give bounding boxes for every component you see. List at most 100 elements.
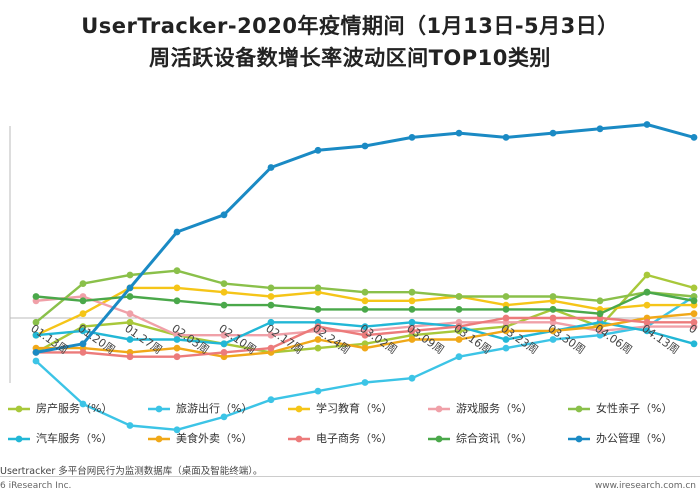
series-1-point-3 (173, 426, 181, 434)
series-5-point-1 (79, 327, 87, 335)
series-5-point-10 (502, 336, 510, 343)
series-1-point-1 (79, 400, 87, 408)
legend-swatch-icon (428, 405, 450, 413)
legend-label: 汽车服务（%） (36, 432, 113, 445)
series-1-point-11 (549, 336, 557, 343)
series-4-point-0 (32, 318, 40, 326)
legend-swatch-icon (428, 435, 450, 443)
footer-url: www.iresearch.com.cn (594, 481, 696, 491)
series-9-point-3 (173, 228, 181, 236)
series-8-point-13 (643, 288, 651, 296)
series-2-point-1 (79, 310, 87, 318)
series-8-point-2 (126, 293, 134, 300)
legend-swatch-icon (148, 435, 170, 443)
series-5-point-3 (173, 336, 181, 343)
series-1-point-5 (267, 396, 275, 404)
series-8-point-8 (408, 306, 416, 313)
series-4-point-9 (455, 293, 463, 300)
series-7-point-9 (455, 323, 463, 330)
series-9-point-4 (220, 211, 228, 219)
series-5-point-14 (690, 340, 698, 348)
source-note: Usertracker 多平台网民行为监测数据库（桌面及智能终端）。 (0, 466, 263, 477)
series-7-point-2 (126, 353, 134, 361)
series-8-point-12 (596, 310, 604, 318)
series-4-point-3 (173, 267, 181, 275)
series-4-point-2 (126, 271, 134, 279)
series-4-point-5 (267, 284, 275, 292)
series-5-point-0 (32, 331, 40, 339)
series-1-point-6 (314, 387, 322, 395)
series-6-point-10 (502, 327, 510, 335)
legend-label: 旅游出行（%） (176, 402, 253, 415)
series-3-point-2 (126, 310, 134, 318)
legend-label: 游戏服务（%） (456, 402, 533, 415)
legend-label: 女性亲子（%） (596, 402, 673, 415)
legend-swatch-icon (568, 405, 590, 413)
series-0-point-6 (314, 344, 322, 352)
series-5-point-13 (643, 327, 651, 335)
series-0-point-14 (690, 284, 698, 292)
series-9-point-5 (267, 164, 275, 171)
legend-swatch-icon (568, 435, 590, 443)
series-8-point-4 (220, 301, 228, 309)
series-2-point-8 (408, 297, 416, 305)
series-9-point-0 (32, 349, 40, 356)
legend-label: 房产服务（%） (36, 402, 113, 415)
series-8-point-10 (502, 306, 510, 313)
legend-item-9: 办公管理（%） (568, 430, 672, 446)
series-1-point-9 (455, 353, 463, 361)
series-5-point-2 (126, 336, 134, 343)
series-4-point-11 (549, 293, 557, 300)
series-9-point-7 (361, 142, 369, 150)
legend-item-6: 美食外卖（%） (148, 430, 252, 446)
series-9-point-14 (690, 134, 698, 141)
series-2-point-5 (267, 293, 275, 300)
legend-label: 综合资讯（%） (456, 432, 533, 445)
series-3-point-4 (220, 331, 228, 339)
series-6-point-7 (361, 344, 369, 352)
series-7-point-3 (173, 353, 181, 361)
series-7-point-11 (549, 314, 557, 322)
series-1-point-0 (32, 357, 40, 365)
footer-divider (0, 476, 700, 477)
series-6-point-3 (173, 344, 181, 352)
legend-swatch-icon (288, 435, 310, 443)
series-4-point-4 (220, 280, 228, 287)
series-8-point-11 (549, 306, 557, 313)
series-7-point-7 (361, 331, 369, 339)
chart-title-line2: 周活跃设备数增长率波动区间TOP10类别 (149, 46, 551, 70)
series-0-point-2 (126, 318, 134, 326)
series-8-point-0 (32, 293, 40, 300)
series-7-point-5 (267, 344, 275, 352)
series-4-point-1 (79, 280, 87, 287)
series-8-point-3 (173, 297, 181, 305)
legend-label: 办公管理（%） (596, 432, 673, 445)
series-7-point-8 (408, 327, 416, 335)
series-7-point-14 (690, 318, 698, 326)
series-4-point-8 (408, 288, 416, 296)
line-chart: 01.13周 01.20周 01.27周 02.03周 02.10周 02.17周 02.2… (9, 121, 700, 434)
series-8-point-9 (455, 306, 463, 313)
series-7-point-6 (314, 323, 322, 330)
series-6-point-8 (408, 336, 416, 343)
series-4-point-12 (596, 297, 604, 305)
series-8-point-5 (267, 301, 275, 309)
series-8-point-1 (79, 297, 87, 305)
series-7-point-10 (502, 314, 510, 322)
legend-swatch-icon (8, 435, 30, 443)
legend-item-7: 电子商务（%） (288, 430, 392, 446)
legend-item-4: 女性亲子（%） (568, 400, 672, 416)
series-7-point-13 (643, 318, 651, 326)
series-9-point-2 (126, 284, 134, 292)
legend-item-5: 汽车服务（%） (8, 430, 112, 446)
series-9-point-11 (549, 129, 557, 137)
series-6-point-14 (690, 310, 698, 318)
series-9-point-1 (79, 340, 87, 348)
series-2-point-4 (220, 288, 228, 296)
legend-label: 学习教育（%） (316, 402, 393, 415)
legend-swatch-icon (8, 405, 30, 413)
legend-label: 美食外卖（%） (176, 432, 253, 445)
series-7-point-1 (79, 349, 87, 356)
legend-label: 电子商务（%） (316, 432, 393, 445)
series-4-point-7 (361, 288, 369, 296)
